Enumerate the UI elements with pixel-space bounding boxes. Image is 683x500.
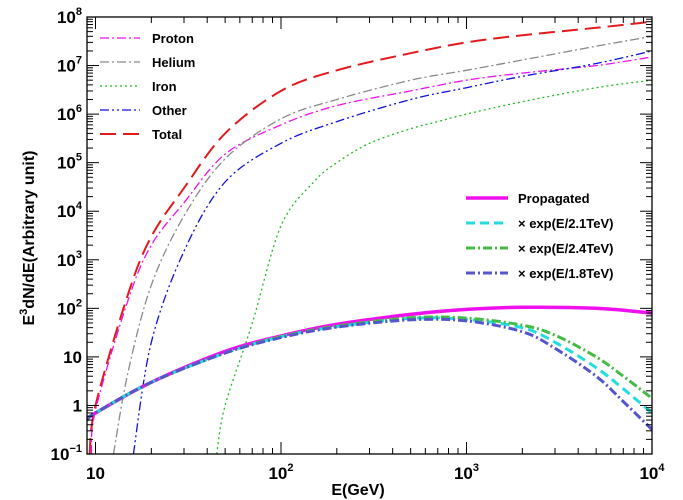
x-tick-label-2: 103 — [454, 462, 479, 483]
y-tick-label-4: 103 — [57, 249, 82, 270]
y-axis-title-exponent: 3 — [18, 309, 30, 315]
x-axis-title: E(GeV) — [331, 482, 384, 499]
legend-label-top-left-0: Proton — [152, 31, 194, 46]
legend: Proton Helium Iron Other Total Propagated × ex… — [100, 31, 614, 281]
y-tick-label-6: 105 — [57, 152, 82, 173]
series-line-3 — [132, 50, 652, 454]
y-tick-label-8: 107 — [57, 55, 82, 76]
legend-label-top-left-3: Other — [152, 103, 187, 118]
legend-label-top-left-2: Iron — [152, 79, 177, 94]
legend-label-top-left-1: Helium — [152, 55, 195, 70]
series-line-6 — [87, 316, 652, 422]
y-tick-label-7: 106 — [57, 103, 82, 124]
legend-label-right-2: × exp(E/2.4TeV) — [518, 241, 614, 256]
legend-label-right-1: × exp(E/2.1TeV) — [518, 216, 614, 231]
series-line-1 — [90, 56, 652, 454]
legend-label-right-3: × exp(E/1.8TeV) — [518, 266, 614, 281]
series-line-8 — [87, 317, 652, 431]
y-tick-label-1: 1 — [73, 396, 82, 415]
y-axis-title-base: E — [21, 315, 38, 326]
x-tick-label-1: 102 — [268, 462, 293, 483]
legend-label-top-left-4: Total — [152, 127, 182, 142]
y-axis-title: E3dN/dE(Arbitrary unit) — [18, 150, 38, 325]
series-line-0 — [88, 20, 652, 454]
y-tick-label-0: 10−1 — [51, 443, 82, 464]
x-tick-label-3: 104 — [639, 462, 665, 483]
axes: 10 102 103 104 10−1 1 10 102 103 104 105 106 107 108 — [51, 6, 666, 483]
series-line-7 — [87, 315, 652, 422]
y-tick-label-2: 10 — [63, 348, 82, 367]
y-tick-label-3: 102 — [57, 297, 82, 318]
x-tick-label-0: 10 — [86, 464, 105, 483]
y-tick-label-5: 104 — [57, 200, 83, 221]
y-axis-title-rest: dN/dE(Arbitrary unit) — [21, 150, 38, 308]
plot-area — [87, 20, 652, 454]
legend-label-right-0: Propagated — [518, 191, 590, 206]
series-line-4 — [216, 79, 652, 454]
y-tick-label-9: 108 — [57, 6, 82, 27]
